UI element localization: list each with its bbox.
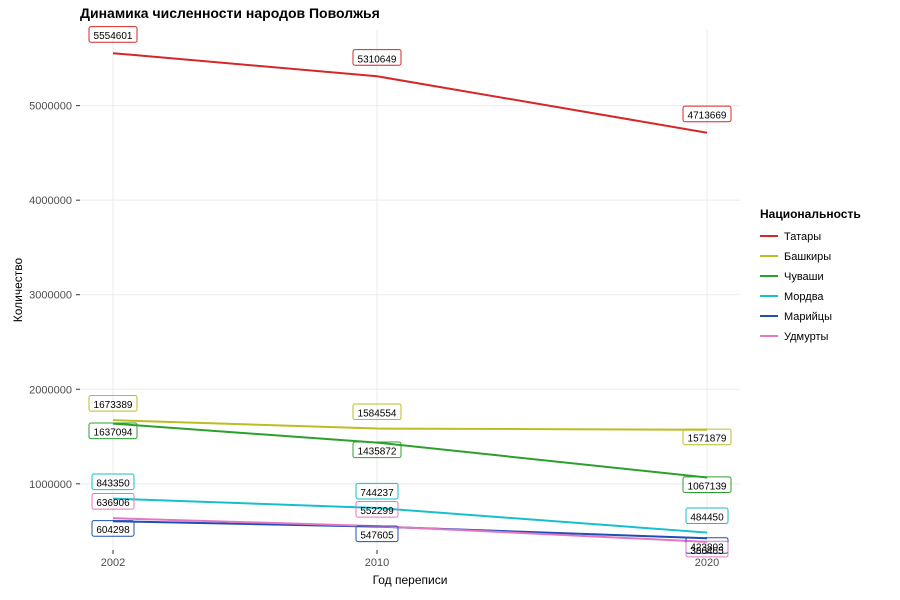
xtick-label: 2010 (365, 557, 389, 569)
legend: Национальность Татары Башкиры Чуваши Мордва М… (760, 207, 861, 343)
y-axis-label: Количество (11, 257, 25, 322)
datalabel: 1571879 (688, 434, 727, 445)
population-line-chart: 1000000 2000000 3000000 4000000 5000000 2002 2… (0, 0, 900, 600)
legend-label: Башкиры (784, 251, 831, 263)
legend-label: Мордва (784, 291, 824, 303)
legend-label: Удмурты (784, 331, 829, 343)
chart-title: Динамика численности народов Поволжья (80, 5, 380, 21)
datalabel: 1584554 (358, 409, 397, 420)
datalabel: 4713669 (688, 111, 727, 122)
datalabel: 604298 (96, 525, 130, 536)
legend-label: Татары (784, 231, 821, 243)
xtick-label: 2002 (101, 557, 125, 569)
ytick-label: 1000000 (29, 479, 72, 491)
plot-panel (80, 30, 740, 550)
x-axis-label: Год переписи (373, 573, 448, 587)
datalabel: 386465 (690, 546, 724, 557)
datalabel: 843350 (96, 479, 130, 490)
datalabel: 5554601 (94, 31, 133, 42)
datalabel: 1435872 (358, 447, 397, 458)
legend-label: Марийцы (784, 311, 832, 323)
datalabel: 1637094 (94, 428, 133, 439)
datalabel: 636906 (96, 498, 130, 509)
datalabel: 744237 (360, 488, 394, 499)
legend-title: Национальность (760, 207, 861, 221)
legend-label: Чуваши (784, 271, 824, 283)
datalabel: 1673389 (94, 400, 133, 411)
datalabel: 5310649 (358, 54, 397, 65)
xtick-label: 2020 (695, 557, 719, 569)
ytick-label: 2000000 (29, 384, 72, 396)
ytick-label: 5000000 (29, 101, 72, 113)
datalabel: 552299 (360, 506, 394, 517)
ytick-label: 4000000 (29, 195, 72, 207)
datalabel: 1067139 (688, 481, 727, 492)
datalabel: 547605 (360, 531, 394, 542)
ytick-label: 3000000 (29, 290, 72, 302)
datalabel: 484450 (690, 513, 724, 524)
